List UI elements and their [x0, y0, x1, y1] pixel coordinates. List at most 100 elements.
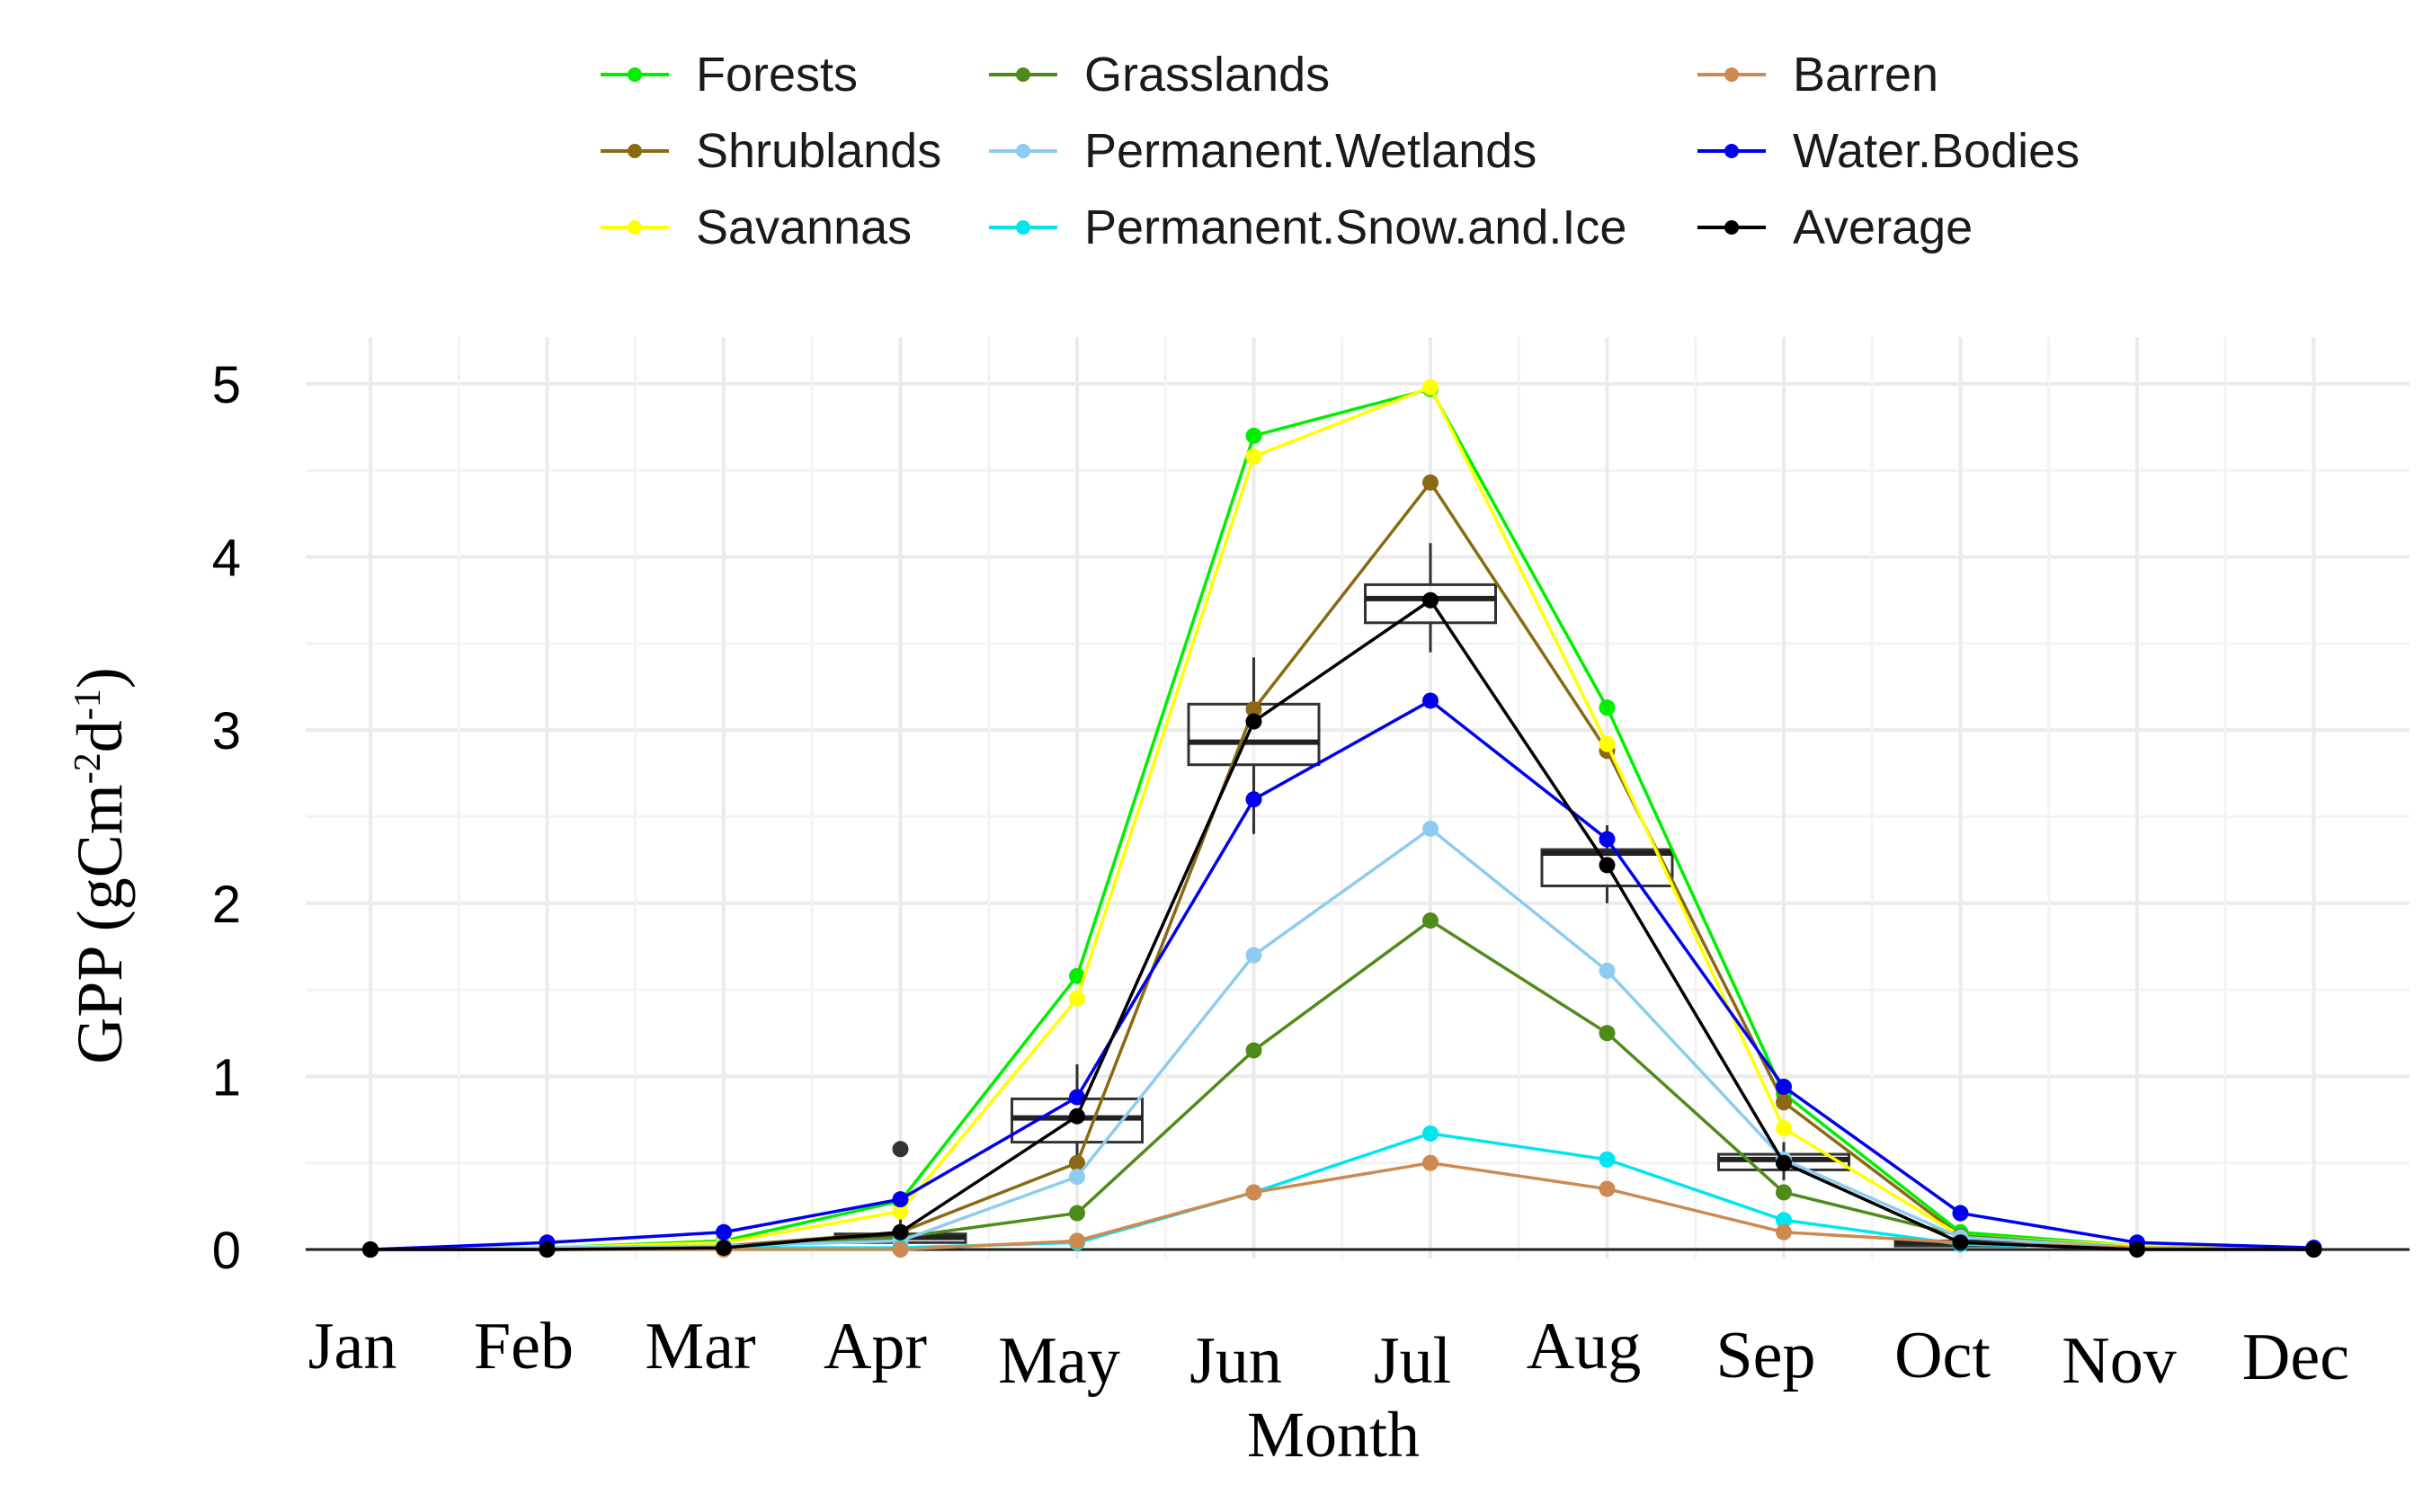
data-point-barren: [1599, 1180, 1616, 1197]
series-average: [362, 591, 2322, 1258]
data-point-forests: [1245, 427, 1262, 444]
x-tick-label: Oct: [1894, 1319, 1991, 1392]
legend-label: Shrublands: [696, 124, 941, 178]
data-point-barren: [1776, 1223, 1792, 1241]
y-axis-title-sup2: -1: [67, 689, 109, 720]
legend-label: Permanent.Wetlands: [1084, 124, 1537, 178]
data-point-barren: [1245, 1184, 1262, 1201]
boxplot-outlier: [892, 1141, 909, 1158]
data-point-average: [1245, 713, 1262, 730]
legend-item: Shrublands: [601, 124, 941, 178]
x-tick-label: May: [998, 1324, 1120, 1398]
data-point-forests: [1599, 699, 1616, 716]
legend-key-point: [628, 220, 642, 235]
data-point-savannas: [1422, 378, 1439, 396]
data-point-permanent-wetlands: [1245, 947, 1262, 964]
x-tick-label: Jul: [1374, 1324, 1451, 1398]
y-axis-title-sup1: -2: [67, 752, 109, 784]
data-point-water-bodies: [1422, 692, 1439, 709]
y-tick-label: 4: [212, 529, 241, 588]
data-point-grasslands: [1776, 1184, 1792, 1201]
legend-label: Barren: [1793, 48, 1938, 102]
legend-item: Average: [1697, 200, 1973, 254]
axes: 0 1 2 3 4 5 Jan Feb Mar Apr May Jun Jul Aug Sep Oct Nov D…: [212, 356, 2349, 1398]
y-tick-label: 1: [212, 1048, 241, 1107]
data-point-average: [362, 1241, 379, 1258]
legend-label: Savannas: [696, 200, 912, 254]
data-point-shrublands: [1245, 701, 1262, 718]
data-point-permanent-snow-and-ice: [1422, 1125, 1439, 1142]
data-point-average: [1422, 591, 1439, 609]
data-point-shrublands: [1776, 1094, 1792, 1111]
data-point-permanent-wetlands: [1069, 1169, 1085, 1186]
data-point-permanent-wetlands: [1599, 962, 1616, 979]
y-tick-label: 2: [212, 876, 241, 934]
data-point-shrublands: [1069, 1154, 1085, 1171]
data-point-water-bodies: [892, 1191, 909, 1208]
x-tick-label: Sep: [1716, 1319, 1816, 1392]
data-point-average: [1776, 1154, 1792, 1171]
data-point-grasslands: [1245, 1042, 1262, 1059]
x-tick-label: Jun: [1189, 1324, 1282, 1398]
series-line-average: [370, 599, 2314, 1251]
legend-item: Barren: [1697, 48, 1938, 102]
legend-key-point: [628, 144, 642, 158]
legend-item: Water.Bodies: [1697, 124, 2080, 178]
y-tick-label: 0: [212, 1222, 241, 1280]
x-tick-label: Mar: [645, 1310, 755, 1383]
series-line-permanent-wetlands: [370, 827, 2314, 1251]
legend-label: Grasslands: [1084, 48, 1330, 102]
data-point-savannas: [1776, 1120, 1792, 1137]
legend-item: Grasslands: [989, 48, 1330, 102]
legend-item: Forests: [601, 48, 858, 102]
legend-label: Permanent.Snow.and.Ice: [1084, 200, 1626, 254]
data-point-forests: [1069, 967, 1085, 984]
y-tick-label: 3: [212, 702, 241, 760]
legend-key-point: [1724, 144, 1739, 158]
legend-label: Average: [1793, 200, 1973, 254]
legend-key-point: [1016, 144, 1030, 158]
legend-label: Water.Bodies: [1793, 124, 2080, 178]
legend: Forests Shrublands Savannas Grasslands Perma…: [601, 48, 2080, 254]
legend-label: Forests: [696, 48, 858, 102]
data-point-grasslands: [1599, 1025, 1616, 1042]
x-tick-label: Feb: [474, 1310, 574, 1383]
data-point-water-bodies: [1776, 1078, 1792, 1095]
legend-key-point: [1724, 67, 1739, 82]
y-axis-title: GPP (gCm-2d-1): [64, 667, 136, 1063]
boxplot-box: [1364, 583, 1497, 625]
y-tick-label: 5: [212, 356, 241, 414]
x-tick-label: Apr: [824, 1310, 927, 1383]
data-point-savannas: [1599, 735, 1616, 752]
data-point-savannas: [1245, 448, 1262, 465]
data-point-savannas: [1069, 990, 1085, 1007]
x-tick-label: Aug: [1527, 1310, 1641, 1383]
legend-item: Savannas: [601, 200, 912, 254]
legend-key-point: [1016, 220, 1030, 235]
x-axis-title: Month: [1247, 1399, 1420, 1471]
series: [362, 378, 2322, 1258]
data-point-permanent-snow-and-ice: [1776, 1212, 1792, 1229]
data-point-grasslands: [1422, 912, 1439, 929]
x-tick-label: Jan: [308, 1310, 397, 1383]
x-tick-label: Dec: [2242, 1321, 2349, 1394]
data-point-grasslands: [1069, 1205, 1085, 1222]
data-point-average: [1599, 857, 1616, 874]
legend-key-point: [1724, 220, 1739, 235]
x-tick-label: Nov: [2062, 1324, 2176, 1398]
data-point-permanent-wetlands: [1422, 820, 1439, 837]
data-point-permanent-snow-and-ice: [1599, 1151, 1616, 1168]
data-point-barren: [1069, 1232, 1085, 1250]
data-point-average: [1952, 1234, 1969, 1251]
legend-key-point: [628, 67, 642, 82]
data-point-average: [2129, 1241, 2145, 1258]
data-point-average: [539, 1241, 556, 1258]
legend-item: Permanent.Wetlands: [989, 124, 1537, 178]
series-line-water-bodies: [370, 698, 2314, 1251]
data-point-water-bodies: [1069, 1089, 1085, 1106]
data-point-savannas: [892, 1203, 909, 1220]
data-point-shrublands: [1422, 474, 1439, 491]
data-point-average: [892, 1223, 909, 1241]
